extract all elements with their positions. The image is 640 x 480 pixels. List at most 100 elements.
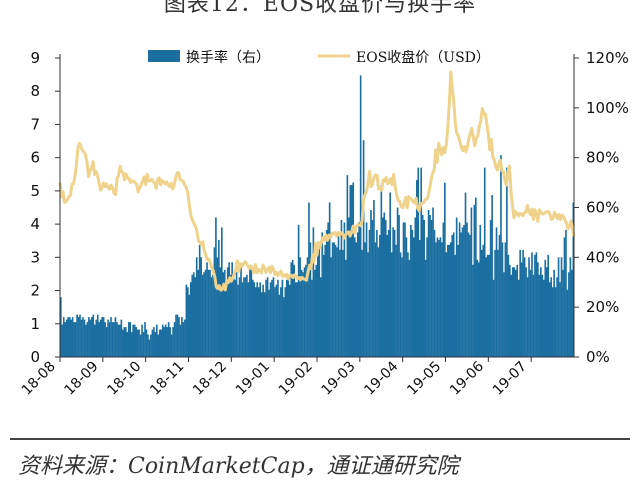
turnover-bar bbox=[281, 279, 284, 357]
turnover-bar bbox=[449, 242, 452, 357]
turnover-bar bbox=[160, 329, 163, 357]
turnover-bar bbox=[526, 277, 529, 357]
turnover-bar bbox=[359, 75, 362, 357]
turnover-bar bbox=[91, 317, 93, 357]
turnover-bar bbox=[207, 269, 210, 357]
turnover-bar bbox=[191, 274, 194, 357]
turnover-bar bbox=[123, 327, 126, 357]
turnover-bar bbox=[68, 317, 71, 357]
x-tick-label: 19-06 bbox=[447, 358, 487, 398]
turnover-bar bbox=[139, 334, 142, 357]
eos-price-line bbox=[58, 70, 576, 292]
turnover-bar bbox=[550, 277, 552, 357]
turnover-bar bbox=[473, 205, 476, 357]
turnover-bar bbox=[488, 254, 490, 357]
turnover-bar bbox=[509, 264, 511, 357]
turnover-bar bbox=[548, 282, 551, 357]
turnover-bar bbox=[254, 287, 257, 357]
turnover-bar bbox=[415, 180, 418, 357]
legend-label-price: EOS收盘价（USD） bbox=[356, 49, 490, 66]
turnover-bar bbox=[260, 292, 263, 357]
turnover-bar bbox=[145, 329, 148, 357]
turnover-bar bbox=[333, 242, 335, 357]
turnover-bar bbox=[424, 259, 427, 357]
left-tick-label: 1 bbox=[30, 315, 40, 333]
turnover-bar bbox=[167, 322, 170, 357]
turnover-bar bbox=[377, 247, 380, 357]
turnover-bar bbox=[76, 314, 78, 357]
left-tick-label: 4 bbox=[30, 215, 40, 233]
turnover-bar bbox=[395, 244, 397, 358]
turnover-bar bbox=[147, 334, 149, 357]
turnover-bar bbox=[337, 234, 340, 357]
turnover-bar bbox=[249, 269, 251, 357]
turnover-bar bbox=[262, 284, 264, 357]
turnover-bar bbox=[80, 319, 83, 358]
turnover-bar bbox=[556, 277, 558, 357]
turnover-bar bbox=[225, 282, 228, 357]
turnover-bar bbox=[302, 272, 304, 357]
turnover-bar bbox=[218, 239, 220, 357]
turnover-bar bbox=[203, 272, 205, 357]
left-tick-label: 0 bbox=[30, 348, 40, 366]
turnover-bar bbox=[256, 282, 259, 357]
turnover-bar bbox=[200, 257, 202, 357]
turnover-bar bbox=[510, 274, 513, 357]
turnover-bar bbox=[166, 327, 168, 357]
turnover-bar bbox=[247, 282, 250, 357]
turnover-bar bbox=[331, 242, 334, 357]
turnover-bar bbox=[513, 267, 516, 357]
turnover-bar bbox=[176, 314, 179, 357]
turnover-bar bbox=[446, 244, 449, 358]
turnover-bar bbox=[278, 294, 281, 357]
x-tick-label: 19-03 bbox=[319, 359, 359, 399]
turnover-bar bbox=[342, 249, 344, 357]
turnover-bar bbox=[464, 192, 467, 357]
turnover-bar bbox=[161, 324, 164, 357]
turnover-bar bbox=[325, 229, 328, 357]
turnover-bar bbox=[124, 327, 127, 357]
turnover-bar bbox=[554, 287, 557, 357]
turnover-bar bbox=[563, 237, 566, 357]
turnover-bar bbox=[553, 269, 555, 357]
turnover-bar bbox=[483, 167, 486, 357]
turnover-bar bbox=[466, 222, 468, 357]
turnover-bar bbox=[529, 269, 532, 357]
turnover-bar bbox=[463, 224, 465, 357]
turnover-bar bbox=[244, 277, 247, 357]
turnover-bar bbox=[321, 232, 324, 357]
turnover-bar bbox=[229, 274, 232, 357]
turnover-bar bbox=[516, 264, 519, 357]
turnover-bar bbox=[345, 259, 347, 357]
turnover-bar bbox=[438, 239, 440, 357]
turnover-bar bbox=[71, 317, 74, 357]
turnover-bar bbox=[482, 244, 485, 358]
turnover-bar bbox=[500, 155, 502, 357]
turnover-bar bbox=[571, 269, 573, 357]
turnover-bar bbox=[519, 249, 521, 357]
turnover-bar bbox=[299, 257, 301, 357]
x-tick-label: 19-02 bbox=[276, 359, 316, 399]
turnover-bar bbox=[315, 264, 318, 357]
turnover-bar bbox=[371, 219, 374, 357]
turnover-bar bbox=[195, 257, 198, 357]
turnover-bar bbox=[175, 314, 177, 357]
turnover-bar bbox=[376, 229, 378, 357]
turnover-bar bbox=[300, 269, 303, 357]
turnover-bar bbox=[433, 229, 436, 357]
turnover-bar bbox=[188, 294, 191, 357]
turnover-bar bbox=[346, 175, 349, 357]
turnover-bar bbox=[430, 219, 433, 357]
turnover-bar bbox=[495, 227, 498, 357]
turnover-bar bbox=[170, 334, 173, 357]
turnover-bar bbox=[308, 202, 310, 357]
turnover-bar bbox=[362, 140, 365, 357]
turnover-bar bbox=[353, 237, 356, 357]
x-tick-label: 18-09 bbox=[62, 359, 102, 399]
turnover-bar bbox=[113, 322, 115, 357]
turnover-bar bbox=[231, 262, 233, 357]
turnover-bar bbox=[148, 339, 151, 357]
turnover-bar bbox=[77, 317, 80, 357]
turnover-bar bbox=[287, 279, 290, 357]
